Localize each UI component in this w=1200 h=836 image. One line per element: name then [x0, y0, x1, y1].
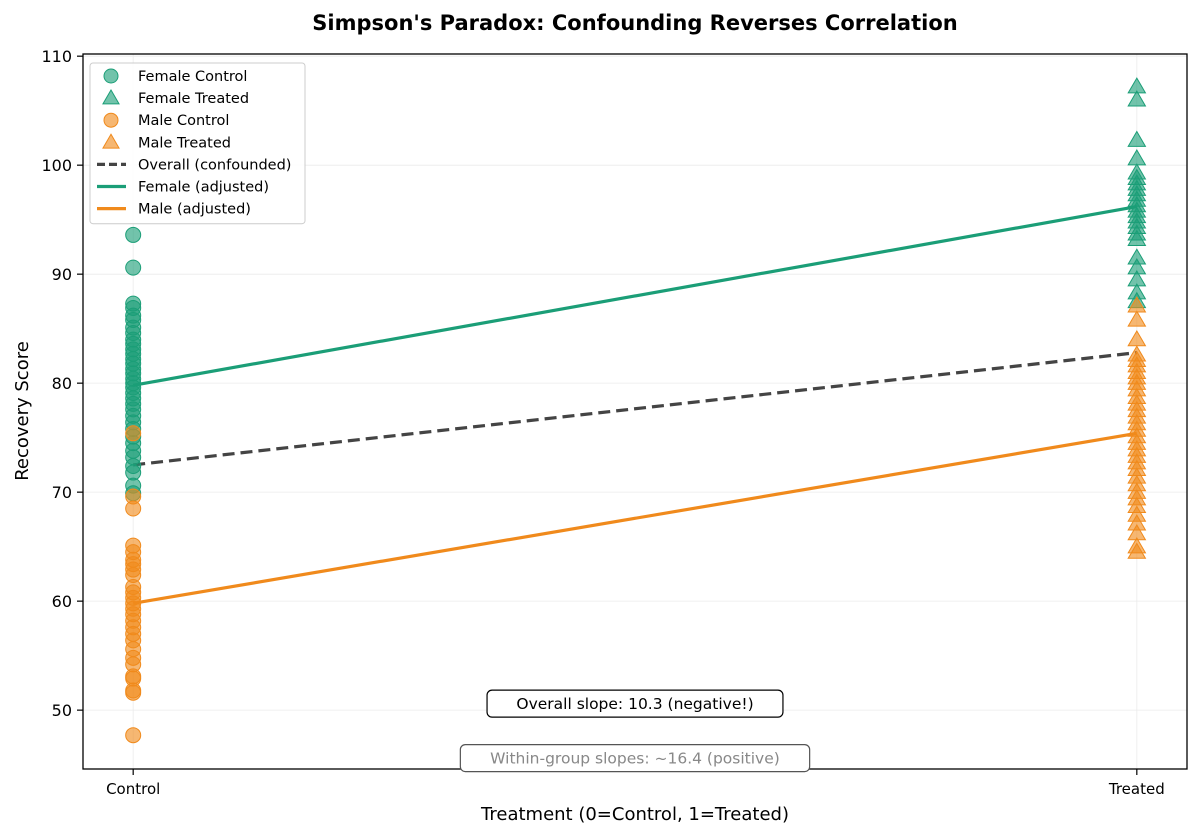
legend-label: Female (adjusted) — [138, 180, 269, 196]
legend-box: Female Control Female Treated Male Control… — [89, 62, 306, 225]
x-tick-label: Treated — [1108, 780, 1165, 798]
legend-entry-female-treated: Female Treated — [102, 89, 249, 107]
legend-label: Male Control — [138, 113, 229, 129]
legend: Female Control Female Treated Male Control… — [89, 62, 306, 225]
male-adjusted-line — [132, 431, 1138, 605]
legend-frame — [89, 62, 306, 225]
female-control-points — [125, 226, 142, 502]
legend-marker-swatch — [103, 112, 119, 128]
legend-label: Overall (confounded) — [138, 157, 291, 173]
y-tick-label: 60 — [52, 592, 72, 611]
y-axis-label: Recovery Score — [12, 341, 33, 481]
male-control-point — [125, 425, 142, 442]
legend-entry-overall-confounded: Overall (confounded) — [97, 157, 291, 173]
legend-entry-male-control: Male Control — [103, 112, 229, 129]
annotation-text: Within-group slopes: ~16.4 (positive) — [490, 750, 780, 768]
axes: 50 60 70 80 90 100 110 Control Treated — [41, 47, 1164, 798]
y-tick-label: 110 — [41, 47, 72, 66]
y-tick-label: 80 — [52, 374, 72, 393]
legend-label: Male Treated — [138, 135, 231, 151]
y-tick-label: 100 — [41, 156, 72, 175]
x-axis-label: Treatment (0=Control, 1=Treated) — [480, 804, 789, 825]
female-treated-point — [1127, 90, 1147, 107]
annotation-2: Within-group slopes: ~16.4 (positive) — [459, 744, 811, 773]
y-tick-label: 70 — [52, 483, 72, 502]
annotation-text: Overall slope: 10.3 (negative!) — [516, 695, 753, 713]
legend-entry-female-adjusted: Female (adjusted) — [97, 180, 269, 196]
legend-entry-male-adjusted: Male (adjusted) — [97, 202, 251, 218]
overall-confounded-line — [133, 351, 1137, 467]
female-treated-point — [1127, 229, 1147, 246]
female-treated-point — [1127, 130, 1147, 147]
male-treated-points — [1127, 296, 1147, 559]
y-tick-label: 50 — [52, 701, 72, 720]
legend-entry-male-treated: Male Treated — [102, 133, 231, 151]
female-treated-points — [1127, 77, 1147, 309]
male-treated-point — [1127, 542, 1147, 559]
male-treated-point — [1127, 310, 1147, 327]
annotation-box — [486, 689, 784, 718]
male-control-points — [125, 425, 142, 744]
legend-marker-swatch — [102, 133, 120, 149]
legend-label: Male (adjusted) — [138, 202, 251, 218]
male-control-point — [125, 684, 142, 701]
legend-label: Female Control — [138, 69, 247, 85]
x-tick-label: Control — [106, 780, 160, 798]
annotation-1: Overall slope: 10.3 (negative!) — [486, 689, 784, 718]
annotation-box — [459, 744, 811, 773]
female-control-point — [125, 259, 142, 276]
y-tick-label: 90 — [52, 265, 72, 284]
legend-marker-swatch — [102, 89, 120, 105]
data-points — [125, 77, 1147, 744]
fit-lines — [132, 205, 1138, 605]
legend-marker-swatch — [103, 68, 119, 84]
female-adjusted-line — [132, 205, 1138, 387]
male-control-point — [125, 727, 142, 744]
chart-title: Simpson's Paradox: Confounding Reverses … — [312, 11, 957, 35]
male-control-point — [125, 500, 142, 517]
female-control-point — [125, 226, 142, 243]
annotations: Overall slope: 10.3 (negative!) Within-gr… — [459, 689, 811, 773]
legend-entry-female-control: Female Control — [103, 68, 247, 85]
legend-label: Female Treated — [138, 91, 249, 107]
